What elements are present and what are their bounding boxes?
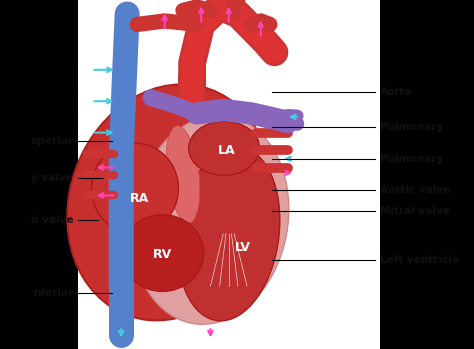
Text: Mitral valve: Mitral valve xyxy=(380,206,449,216)
Text: uperior: uperior xyxy=(30,136,73,146)
Ellipse shape xyxy=(91,143,178,234)
Text: Pulmonary: Pulmonary xyxy=(380,122,443,132)
Ellipse shape xyxy=(189,121,260,175)
Text: LV: LV xyxy=(235,241,250,254)
Ellipse shape xyxy=(121,215,203,291)
Ellipse shape xyxy=(178,147,280,321)
Text: Pulmonary: Pulmonary xyxy=(380,154,443,164)
Ellipse shape xyxy=(166,126,200,223)
Ellipse shape xyxy=(132,116,289,324)
Text: d valve: d valve xyxy=(31,215,73,225)
Text: y valve: y valve xyxy=(31,173,73,183)
Text: LA: LA xyxy=(218,143,235,157)
Text: RA: RA xyxy=(130,192,149,206)
Text: Aortic valve: Aortic valve xyxy=(380,185,450,195)
Text: Aorta: Aorta xyxy=(380,88,412,97)
Ellipse shape xyxy=(67,84,271,320)
Bar xyxy=(78,0,380,349)
Text: Left ventricle: Left ventricle xyxy=(380,255,459,265)
Text: RV: RV xyxy=(153,248,172,261)
Text: nferior: nferior xyxy=(33,288,73,298)
